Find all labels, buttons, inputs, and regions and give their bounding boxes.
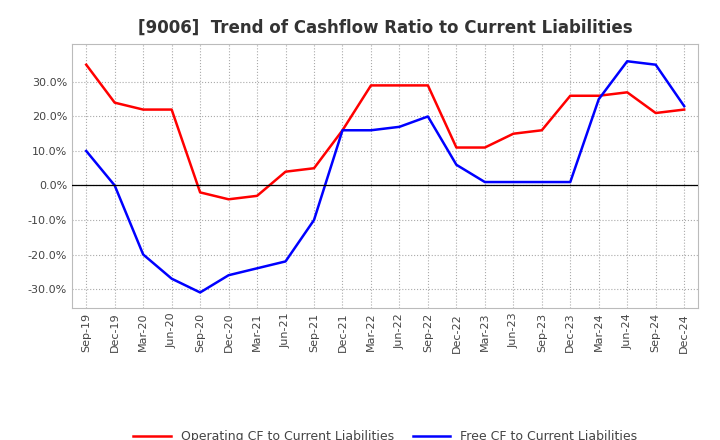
Operating CF to Current Liabilities bbox=[282, 169, 290, 174]
Operating CF to Current Liabilities bbox=[139, 107, 148, 112]
Free CF to Current Liabilities bbox=[680, 103, 688, 109]
Operating CF to Current Liabilities bbox=[196, 190, 204, 195]
Operating CF to Current Liabilities bbox=[253, 193, 261, 198]
Free CF to Current Liabilities bbox=[423, 114, 432, 119]
Free CF to Current Liabilities bbox=[566, 180, 575, 185]
Operating CF to Current Liabilities bbox=[338, 128, 347, 133]
Operating CF to Current Liabilities bbox=[167, 107, 176, 112]
Free CF to Current Liabilities bbox=[82, 148, 91, 154]
Free CF to Current Liabilities bbox=[452, 162, 461, 168]
Operating CF to Current Liabilities bbox=[395, 83, 404, 88]
Free CF to Current Liabilities bbox=[595, 96, 603, 102]
Operating CF to Current Liabilities bbox=[623, 90, 631, 95]
Operating CF to Current Liabilities bbox=[82, 62, 91, 67]
Title: [9006]  Trend of Cashflow Ratio to Current Liabilities: [9006] Trend of Cashflow Ratio to Curren… bbox=[138, 19, 632, 37]
Free CF to Current Liabilities bbox=[139, 252, 148, 257]
Operating CF to Current Liabilities bbox=[366, 83, 375, 88]
Operating CF to Current Liabilities bbox=[537, 128, 546, 133]
Line: Operating CF to Current Liabilities: Operating CF to Current Liabilities bbox=[86, 65, 684, 199]
Operating CF to Current Liabilities bbox=[423, 83, 432, 88]
Free CF to Current Liabilities bbox=[395, 124, 404, 129]
Free CF to Current Liabilities bbox=[623, 59, 631, 64]
Operating CF to Current Liabilities bbox=[480, 145, 489, 150]
Operating CF to Current Liabilities bbox=[509, 131, 518, 136]
Free CF to Current Liabilities bbox=[310, 217, 318, 223]
Line: Free CF to Current Liabilities: Free CF to Current Liabilities bbox=[86, 61, 684, 293]
Operating CF to Current Liabilities bbox=[652, 110, 660, 116]
Free CF to Current Liabilities bbox=[253, 266, 261, 271]
Operating CF to Current Liabilities bbox=[566, 93, 575, 99]
Free CF to Current Liabilities bbox=[509, 180, 518, 185]
Operating CF to Current Liabilities bbox=[110, 100, 119, 105]
Operating CF to Current Liabilities bbox=[310, 165, 318, 171]
Free CF to Current Liabilities bbox=[652, 62, 660, 67]
Free CF to Current Liabilities bbox=[196, 290, 204, 295]
Free CF to Current Liabilities bbox=[338, 128, 347, 133]
Operating CF to Current Liabilities bbox=[680, 107, 688, 112]
Operating CF to Current Liabilities bbox=[225, 197, 233, 202]
Free CF to Current Liabilities bbox=[225, 272, 233, 278]
Operating CF to Current Liabilities bbox=[452, 145, 461, 150]
Legend: Operating CF to Current Liabilities, Free CF to Current Liabilities: Operating CF to Current Liabilities, Fre… bbox=[128, 425, 642, 440]
Free CF to Current Liabilities bbox=[537, 180, 546, 185]
Free CF to Current Liabilities bbox=[167, 276, 176, 281]
Free CF to Current Liabilities bbox=[366, 128, 375, 133]
Operating CF to Current Liabilities bbox=[595, 93, 603, 99]
Free CF to Current Liabilities bbox=[282, 259, 290, 264]
Free CF to Current Liabilities bbox=[480, 180, 489, 185]
Free CF to Current Liabilities bbox=[110, 183, 119, 188]
